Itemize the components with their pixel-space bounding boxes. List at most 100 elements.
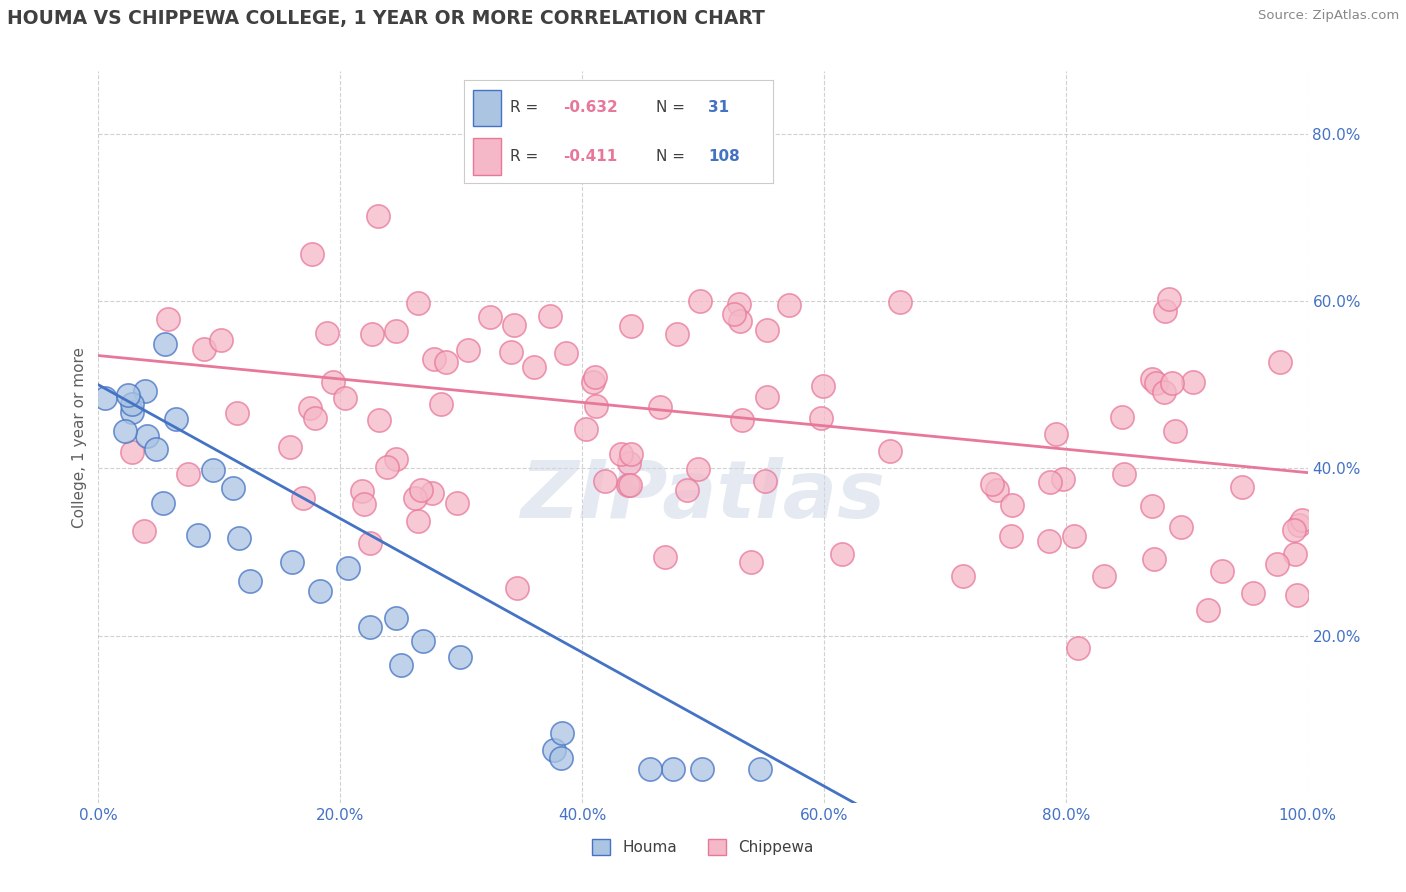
Point (316, 326, 339, 341)
Point (1285, 588, 1308, 602)
Point (1153, 384, 1175, 399)
Text: 108: 108 (709, 149, 740, 164)
Point (278, 440, 301, 454)
Point (730, 313, 752, 327)
Point (754, 474, 776, 488)
Point (222, 481, 245, 495)
Text: Source: ZipAtlas.com: Source: ZipAtlas.com (1258, 9, 1399, 22)
Point (675, 483, 697, 497)
Point (665, 327, 688, 342)
Point (1159, 292, 1181, 306)
Point (304, 410, 326, 425)
Point (359, 536, 381, 550)
Point (778, 298, 800, 312)
Text: HOUMA VS CHIPPEWA COLLEGE, 1 YEAR OR MORE CORRELATION CHART: HOUMA VS CHIPPEWA COLLEGE, 1 YEAR OR MOR… (7, 9, 765, 28)
Legend: Houma, Chippewa: Houma, Chippewa (586, 833, 820, 861)
Point (1265, 558, 1288, 572)
Point (301, 247, 323, 261)
Point (446, 496, 468, 510)
Point (755, 323, 778, 337)
Y-axis label: College, 1 year or more: College, 1 year or more (72, 347, 87, 527)
Point (690, 763, 713, 777)
Point (1282, 523, 1305, 537)
Point (1211, 564, 1233, 578)
Point (353, 497, 375, 511)
Point (1038, 534, 1060, 549)
FancyBboxPatch shape (474, 137, 501, 175)
Point (1092, 569, 1115, 583)
Point (550, 726, 572, 740)
Point (1230, 480, 1253, 494)
Point (1241, 586, 1264, 600)
Point (550, 751, 572, 765)
Point (503, 318, 526, 333)
Point (1182, 375, 1205, 389)
Point (299, 401, 322, 416)
Point (1140, 372, 1163, 386)
Point (538, 309, 561, 323)
Point (121, 397, 143, 411)
Point (406, 514, 429, 528)
Point (749, 763, 772, 777)
Point (322, 375, 344, 389)
Point (412, 633, 434, 648)
Point (654, 549, 676, 564)
Point (228, 531, 250, 545)
Point (423, 351, 446, 366)
Text: N =: N = (655, 149, 689, 164)
Point (457, 343, 479, 358)
Point (94, 391, 117, 405)
Point (367, 209, 389, 223)
Point (501, 345, 523, 359)
Text: N =: N = (655, 101, 689, 115)
Point (555, 345, 578, 359)
Point (755, 390, 778, 404)
Point (145, 442, 167, 457)
Point (333, 391, 356, 405)
Point (136, 429, 159, 443)
Point (1291, 513, 1313, 527)
Point (187, 528, 209, 542)
Point (522, 359, 544, 374)
Point (1144, 376, 1167, 391)
Point (1063, 529, 1085, 543)
Point (585, 399, 607, 413)
Point (879, 443, 901, 458)
Point (385, 324, 408, 338)
Point (291, 491, 314, 505)
Point (134, 384, 156, 398)
Point (617, 457, 640, 471)
Point (952, 568, 974, 582)
Point (308, 583, 330, 598)
Point (727, 296, 749, 310)
Point (409, 483, 432, 497)
Point (1197, 602, 1219, 616)
Point (620, 447, 643, 461)
Point (986, 483, 1008, 497)
Point (1143, 552, 1166, 566)
Point (650, 400, 672, 414)
Point (609, 446, 631, 460)
Point (385, 611, 408, 625)
Point (723, 307, 745, 321)
Point (1161, 376, 1184, 390)
Point (506, 581, 529, 595)
Point (740, 555, 762, 569)
Point (619, 478, 641, 492)
Point (406, 296, 429, 310)
Point (281, 555, 304, 569)
Point (731, 413, 754, 427)
Point (360, 327, 382, 342)
Point (337, 560, 360, 574)
Point (1170, 519, 1192, 533)
Point (478, 310, 501, 325)
Point (640, 763, 662, 777)
Point (449, 649, 471, 664)
Point (153, 336, 176, 351)
Point (165, 412, 187, 426)
Text: R =: R = (510, 149, 544, 164)
Point (1288, 518, 1310, 533)
Point (1111, 409, 1133, 424)
Point (404, 491, 426, 505)
Point (1067, 640, 1090, 655)
